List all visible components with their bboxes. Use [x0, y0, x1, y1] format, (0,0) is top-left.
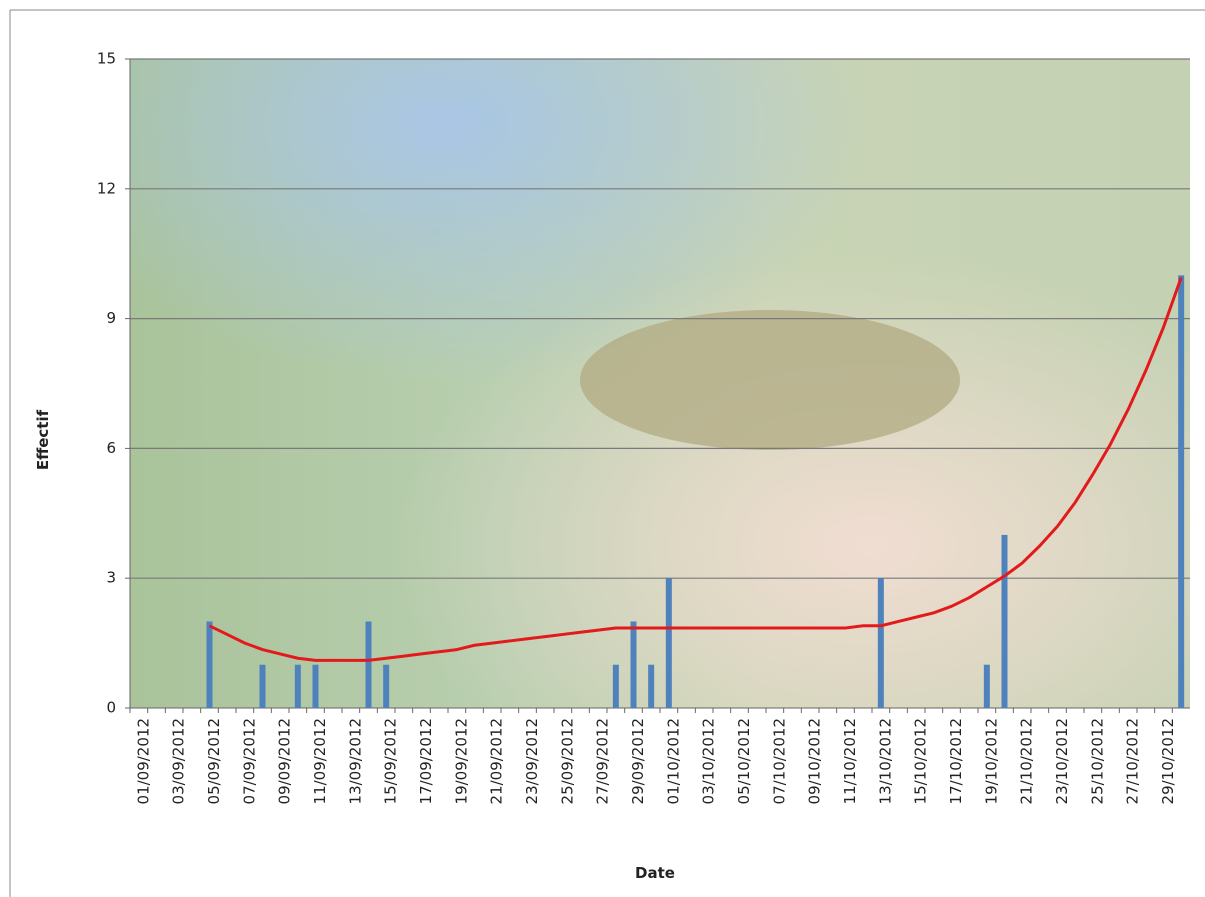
bar [1178, 275, 1185, 708]
x-tick-label: 19/09/2012 [452, 718, 470, 804]
bar [1001, 534, 1008, 708]
x-tick-label: 03/09/2012 [170, 718, 188, 804]
x-tick-label: 13/10/2012 [876, 718, 894, 804]
y-tick-label: 12 [97, 179, 116, 197]
y-tick-label: 9 [106, 309, 116, 327]
x-tick-label: 15/09/2012 [382, 718, 400, 804]
x-tick-label: 21/09/2012 [488, 718, 506, 804]
bar [665, 578, 672, 708]
x-tick-label: 23/09/2012 [523, 718, 541, 804]
x-tick-label: 21/10/2012 [1018, 718, 1036, 804]
x-tick-label: 07/09/2012 [240, 718, 258, 804]
x-tick-label: 11/09/2012 [311, 718, 329, 804]
x-axis-title: Date [635, 864, 675, 882]
x-tick-label: 01/09/2012 [134, 718, 152, 804]
x-tick-label: 09/10/2012 [806, 718, 824, 804]
x-tick-label: 01/10/2012 [664, 718, 682, 804]
x-tick-label: 23/10/2012 [1053, 718, 1071, 804]
x-tick-label: 09/09/2012 [276, 718, 294, 804]
bar [259, 664, 266, 708]
x-tick-label: 27/10/2012 [1124, 718, 1142, 804]
y-tick-label: 0 [106, 699, 116, 717]
x-tick-label: 17/09/2012 [417, 718, 435, 804]
bar [383, 664, 390, 708]
bar [983, 664, 990, 708]
x-tick-label: 27/09/2012 [594, 718, 612, 804]
x-tick-label: 11/10/2012 [841, 718, 859, 804]
bar [365, 621, 372, 708]
x-tick-label: 15/10/2012 [912, 718, 930, 804]
bar [312, 664, 319, 708]
y-tick-label: 6 [106, 439, 116, 457]
background-photo [130, 59, 1190, 708]
x-tick-label: 25/09/2012 [558, 718, 576, 804]
bar [877, 578, 884, 708]
bar [648, 664, 655, 708]
trend-line [208, 276, 1183, 662]
x-tick-label: 13/09/2012 [346, 718, 364, 804]
y-tick-label: 3 [106, 569, 116, 587]
x-tick-label: 17/10/2012 [947, 718, 965, 804]
bar [630, 621, 637, 708]
bar [294, 664, 301, 708]
x-tick-label: 29/10/2012 [1159, 718, 1177, 804]
bar [612, 664, 619, 708]
y-tick-label: 15 [97, 50, 116, 68]
x-tick-label: 03/10/2012 [700, 718, 718, 804]
x-tick-label: 19/10/2012 [982, 718, 1000, 804]
x-tick-label: 25/10/2012 [1088, 718, 1106, 804]
x-tick-label: 05/09/2012 [205, 718, 223, 804]
x-tick-label: 05/10/2012 [735, 718, 753, 804]
x-tick-label: 07/10/2012 [770, 718, 788, 804]
x-tick-label: 29/09/2012 [629, 718, 647, 804]
y-axis-title: Effectif [34, 409, 52, 470]
bar [206, 621, 213, 708]
